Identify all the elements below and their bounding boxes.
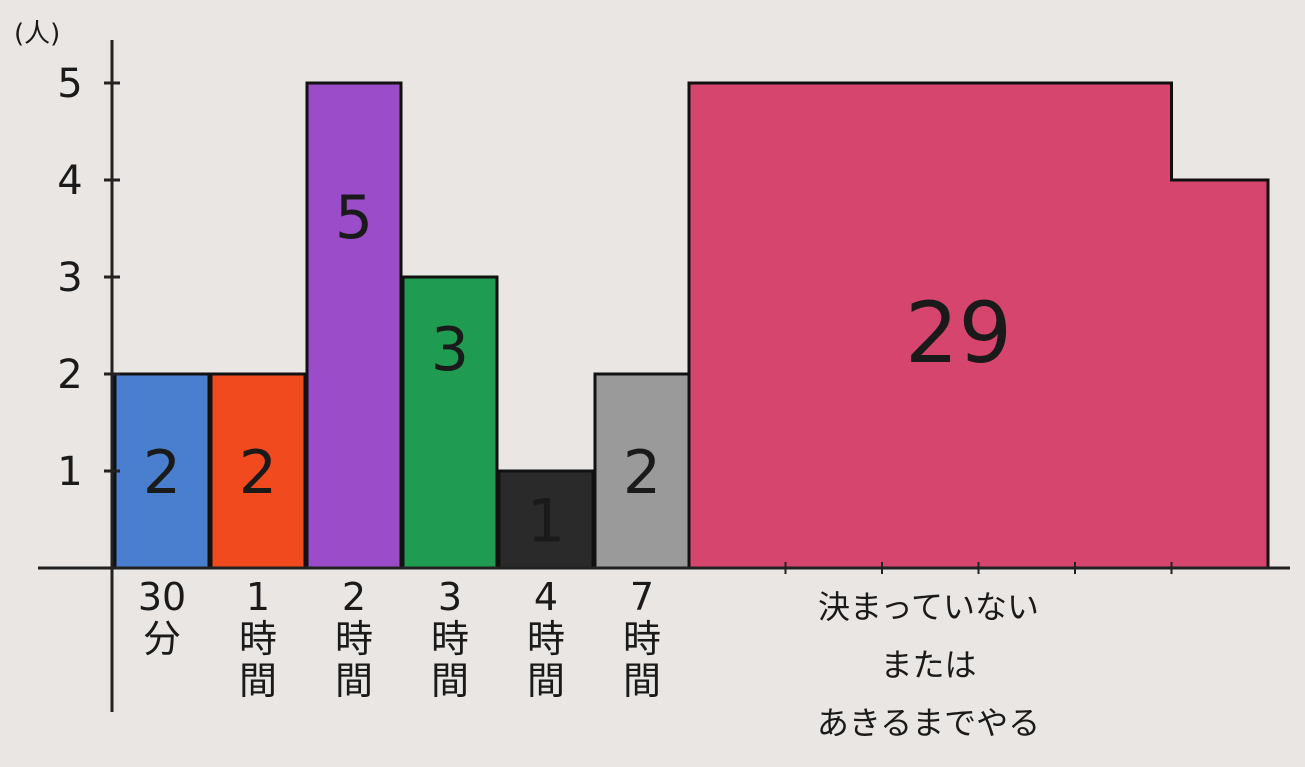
y-ticks-group: 1 2 3 4 5	[57, 61, 120, 495]
bar-value-label-3: 3	[431, 315, 469, 385]
x-tick-label-3-line-2: 間	[431, 659, 469, 703]
x-tick-label-6-line-1: または	[880, 646, 976, 684]
x-tick-label-5-line-1: 時	[623, 617, 661, 661]
x-tick-label-0-line-1: 分	[143, 617, 181, 661]
y-tick-label: 4	[57, 158, 82, 204]
x-tick-label-0-line-0: 30	[138, 575, 186, 619]
x-tick-label-1-line-0: 1	[246, 575, 270, 619]
y-tick-label: 5	[57, 61, 82, 107]
x-tick-label-5-line-2: 間	[623, 659, 661, 703]
bar-value-label-6: 29	[905, 284, 1012, 382]
x-tick-label-2-line-0: 2	[342, 575, 366, 619]
bar-value-label-5: 2	[623, 438, 661, 508]
bar-4	[497, 469, 595, 570]
bar-value-label-0: 2	[143, 438, 181, 508]
x-tick-label-2-line-1: 時	[335, 617, 373, 661]
bar-value-label-1: 2	[239, 438, 277, 508]
x-tick-label-3-line-1: 時	[431, 617, 469, 661]
x-tick-label-6-line-2: あきるまでやる	[817, 704, 1040, 742]
bar-6	[687, 81, 1270, 570]
bar-value-label-4: 1	[527, 487, 565, 557]
bar-1	[209, 372, 307, 570]
x-tick-label-5-line-0: 7	[630, 575, 654, 619]
y-tick-label: 1	[57, 449, 82, 495]
y-tick-label: 2	[57, 352, 82, 398]
x-tick-label-4-line-2: 間	[527, 659, 565, 703]
x-tick-label-2-line-2: 間	[335, 659, 373, 703]
y-tick-label: 3	[57, 255, 82, 301]
x-tick-label-1-line-1: 時	[239, 617, 277, 661]
bars-group	[113, 81, 1270, 574]
x-tick-label-1-line-2: 間	[239, 659, 277, 703]
x-tick-label-4-line-0: 4	[534, 575, 558, 619]
bar-3	[401, 275, 499, 570]
y-axis-unit-label: (人)	[14, 19, 60, 49]
bar-value-label-2: 5	[335, 183, 373, 253]
x-tick-label-6-line-0: 決まっていない	[818, 588, 1039, 626]
bar-0	[113, 372, 211, 570]
x-tick-label-4-line-1: 時	[527, 617, 565, 661]
bar-2	[305, 81, 403, 570]
axes-group	[38, 40, 1290, 712]
x-tick-label-3-line-0: 3	[438, 575, 462, 619]
